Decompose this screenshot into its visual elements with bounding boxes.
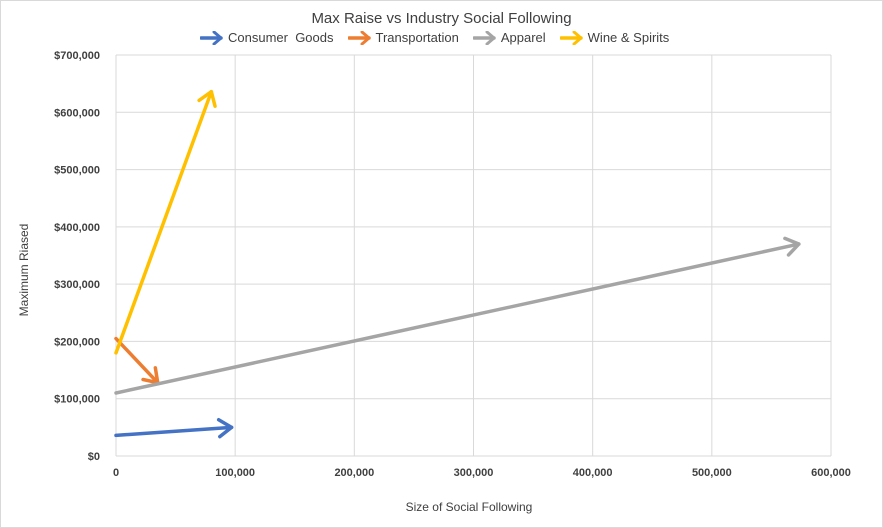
gridlines xyxy=(115,54,832,457)
x-tick-label: 600,000 xyxy=(811,467,851,479)
legend-arrowhead-transportation xyxy=(360,30,370,45)
y-axis-title: Maximum Riased xyxy=(17,223,31,317)
legend-entry-transportation: Transportation xyxy=(347,30,459,45)
chart-title: Max Raise vs Industry Social Following xyxy=(311,10,572,27)
y-tick-label: $700,000 xyxy=(54,50,100,62)
y-tick-label: $100,000 xyxy=(54,394,100,406)
legend-entry-consumer-goods: Consumer Goods xyxy=(200,30,334,45)
legend-arrowhead-apparel xyxy=(485,30,496,45)
legend: Consumer Goods Transportation Apparel Wi… xyxy=(200,30,669,45)
legend-entry-wine-spirits: Wine & Spirits xyxy=(559,30,670,45)
series-line-apparel xyxy=(114,242,801,395)
legend-label: Apparel xyxy=(500,30,546,45)
x-tick-label: 0 xyxy=(113,467,119,479)
y-tick-label: $300,000 xyxy=(54,279,100,291)
legend-label: Wine & Spirits xyxy=(587,30,670,45)
x-tick-label: 500,000 xyxy=(692,467,732,479)
legend-arrowhead-consumer-goods xyxy=(212,30,223,45)
x-tick-label: 400,000 xyxy=(573,467,613,479)
legend-arrow-icon xyxy=(347,30,371,45)
series-line-consumer-goods xyxy=(114,425,234,438)
y-tick-label: $500,000 xyxy=(54,165,100,177)
y-tick-label: $0 xyxy=(88,451,100,463)
series-layer xyxy=(114,89,801,439)
y-tick-label: $600,000 xyxy=(54,107,100,119)
legend-arrow-icon xyxy=(472,30,496,45)
legend-arrow-icon xyxy=(200,30,223,45)
x-tick-label: 300,000 xyxy=(454,467,494,479)
legend-arrowhead-wine-spirits xyxy=(572,30,583,45)
series-line-transportation xyxy=(114,336,160,385)
y-tick-label: $200,000 xyxy=(54,336,100,348)
legend-label: Consumer Goods xyxy=(228,30,334,45)
series-arrowhead-apparel xyxy=(783,236,801,257)
y-tick-label: $400,000 xyxy=(54,222,100,234)
x-tick-label: 200,000 xyxy=(334,467,374,479)
legend-arrow-icon xyxy=(559,30,583,45)
legend-label: Transportation xyxy=(375,30,459,45)
x-tick-label: 100,000 xyxy=(215,467,255,479)
series-line-wine-spirits xyxy=(114,89,214,355)
legend-entry-apparel: Apparel xyxy=(472,30,546,45)
tick-labels: $0 $100,000 $200,000 $300,000 $400,000 $500,0… xyxy=(54,50,851,479)
series-arrowhead-consumer-goods xyxy=(216,418,234,439)
series-arrowhead-wine-spirits xyxy=(197,89,217,108)
x-axis-title: Size of Social Following xyxy=(405,500,533,514)
